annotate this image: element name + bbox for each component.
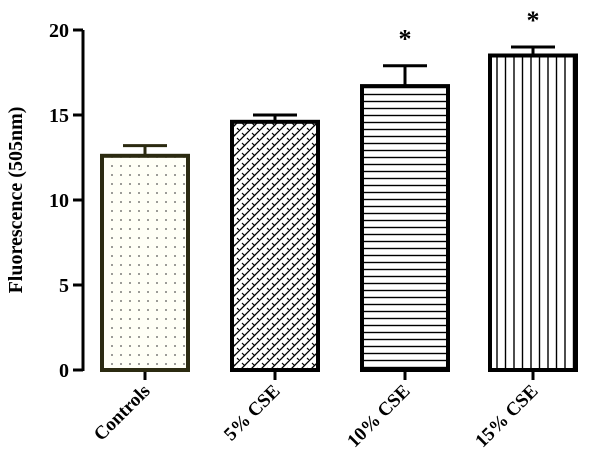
x-tick-label: 15% CSE [471, 381, 542, 452]
y-tick-label: 20 [49, 20, 69, 42]
x-tick-label: 5% CSE [220, 381, 285, 446]
y-tick-label: 0 [59, 360, 69, 382]
y-tick-label: 5 [59, 275, 69, 297]
bar-5-cse [230, 119, 320, 372]
y-axis-label: Fluorescence (505nm) [5, 107, 27, 294]
bar-controls [100, 153, 190, 372]
bar-15-cse [488, 53, 578, 372]
y-tick-label: 15 [49, 105, 69, 127]
significance-marker: * [399, 25, 412, 54]
significance-marker: * [527, 6, 540, 35]
y-tick-label: 10 [49, 190, 69, 212]
x-tick-label: Controls [90, 381, 155, 446]
x-tick-label: 10% CSE [343, 381, 414, 452]
bar-10-cse [360, 84, 450, 372]
